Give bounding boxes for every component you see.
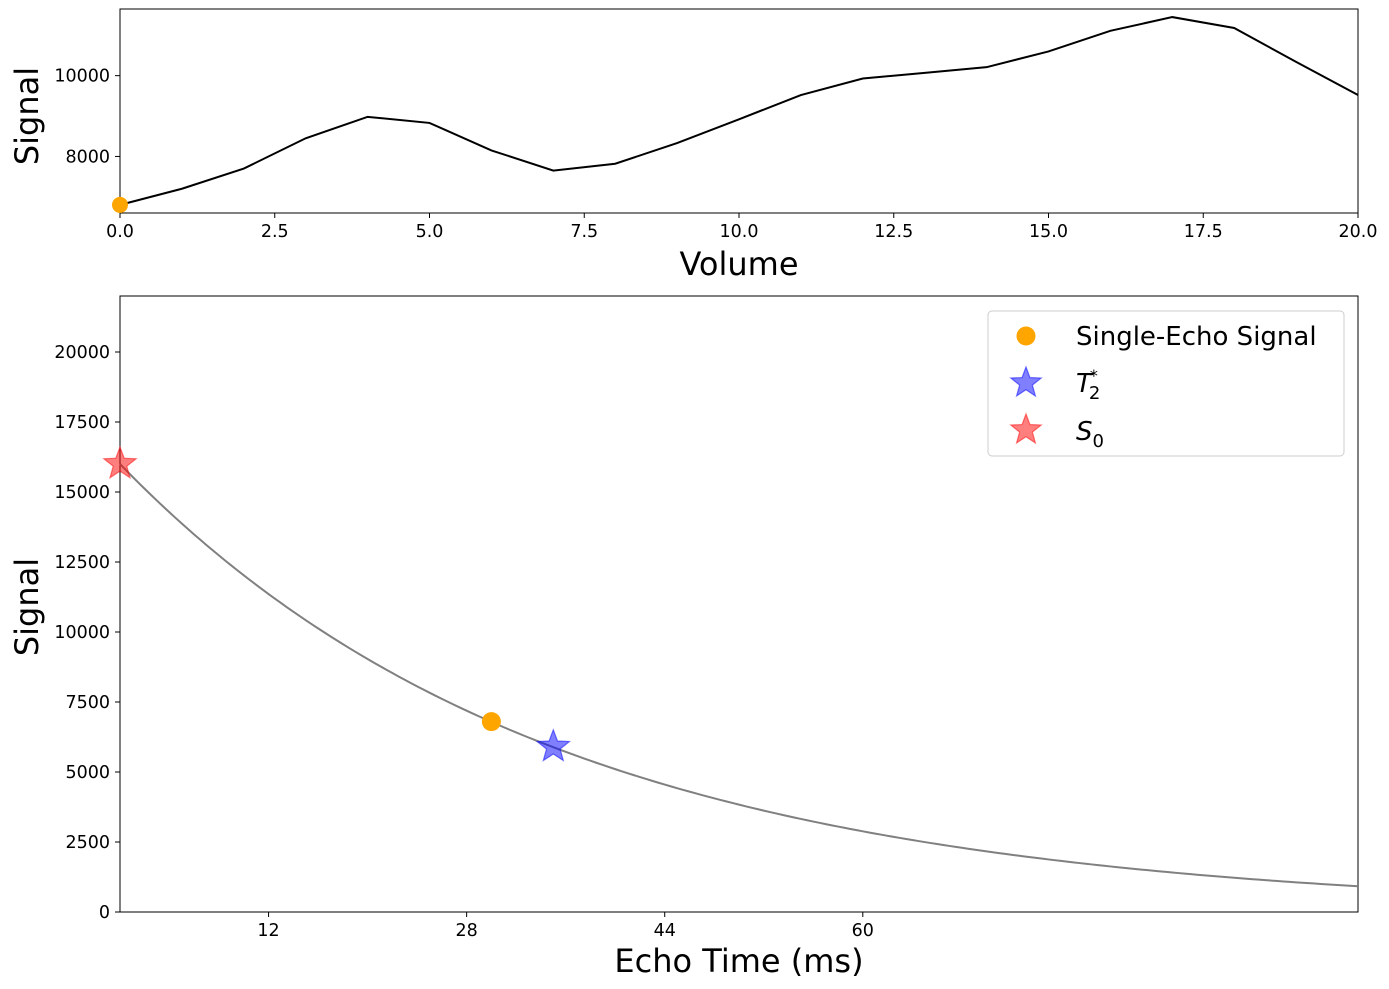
x-tick-label: 60 [852,921,874,941]
y-tick-label: 10000 [54,623,110,643]
legend-label-t2star: T* 2 [1076,366,1100,404]
legend-entry-single-echo: Single-Echo Signal [1016,322,1317,352]
y-axis-ticks: 8000 10000 [54,67,120,167]
x-tick-label: 10.0 [720,222,759,242]
legend-label-single-echo: Single-Echo Signal [1076,322,1317,352]
y-axis-ticks: 0 2500 5000 7500 10000 12500 15000 17500 20000 [54,343,120,923]
y-axis-label: Signal [8,67,46,165]
y-axis-label: Signal [8,558,46,656]
x-tick-label: 12.5 [874,222,913,242]
single-echo-point [481,712,501,732]
y-tick-label: 0 [99,903,110,923]
legend-star-marker [1009,412,1043,445]
current-volume-point [112,196,128,213]
x-tick-label: 15.0 [1029,222,1068,242]
x-axis-ticks: 0.0 2.5 5.0 7.5 10.0 12.5 15.0 17.5 20.0 [106,213,1377,242]
legend-box [987,310,1345,457]
signal-line [119,16,1359,206]
x-tick-label: 28 [455,921,477,941]
decay-curve [119,463,1359,888]
x-axis-label: Echo Time (ms) [614,942,863,980]
x-tick-label: 44 [654,921,676,941]
x-tick-label: 12 [257,921,279,941]
y-tick-label: 2500 [65,833,110,853]
legend-entry-t2star: T* 2 [1009,365,1100,404]
legend: Single-Echo Signal T* 2 S0 [987,310,1345,457]
plot-area-frame [119,295,1359,913]
x-tick-label: 17.5 [1184,222,1223,242]
x-tick-label: 0.0 [106,222,134,242]
x-tick-label: 2.5 [261,222,289,242]
series-group [102,445,1359,888]
t2star-star-point [535,728,572,762]
x-tick-label: 20.0 [1339,222,1378,242]
echo-time-signal-chart: 12 28 44 60 0 2500 5000 7500 10000 12500 15000 175… [8,295,1359,980]
legend-star-marker [1009,365,1043,398]
x-axis-label: Volume [679,245,798,283]
legend-t2-sub: 2 [1089,383,1100,404]
y-tick-label: 15000 [54,483,110,503]
y-tick-label: 7500 [65,693,110,713]
legend-t2-main: T [1076,369,1094,399]
y-tick-label: 20000 [54,343,110,363]
y-tick-label: 12500 [54,553,110,573]
legend-circle-marker [1016,326,1036,346]
legend-label-s0: S0 [1076,417,1104,452]
x-axis-ticks: 12 28 44 60 [257,912,874,941]
volume-signal-chart: 0.0 2.5 5.0 7.5 10.0 12.5 15.0 17.5 20.0 8000 100… [8,8,1377,283]
s0-star-point [102,445,138,480]
y-tick-label: 10000 [54,67,110,87]
plot-area-frame [119,8,1359,214]
legend-t2-sup: * [1090,366,1098,385]
y-tick-label: 8000 [65,147,110,167]
legend-s0-main: S [1076,417,1093,447]
series-group [112,16,1359,213]
x-tick-label: 5.0 [416,222,444,242]
y-tick-label: 17500 [54,413,110,433]
legend-entry-s0: S0 [1009,412,1104,452]
x-tick-label: 7.5 [570,222,598,242]
y-tick-label: 5000 [65,763,110,783]
legend-s0-sub: 0 [1093,431,1104,452]
